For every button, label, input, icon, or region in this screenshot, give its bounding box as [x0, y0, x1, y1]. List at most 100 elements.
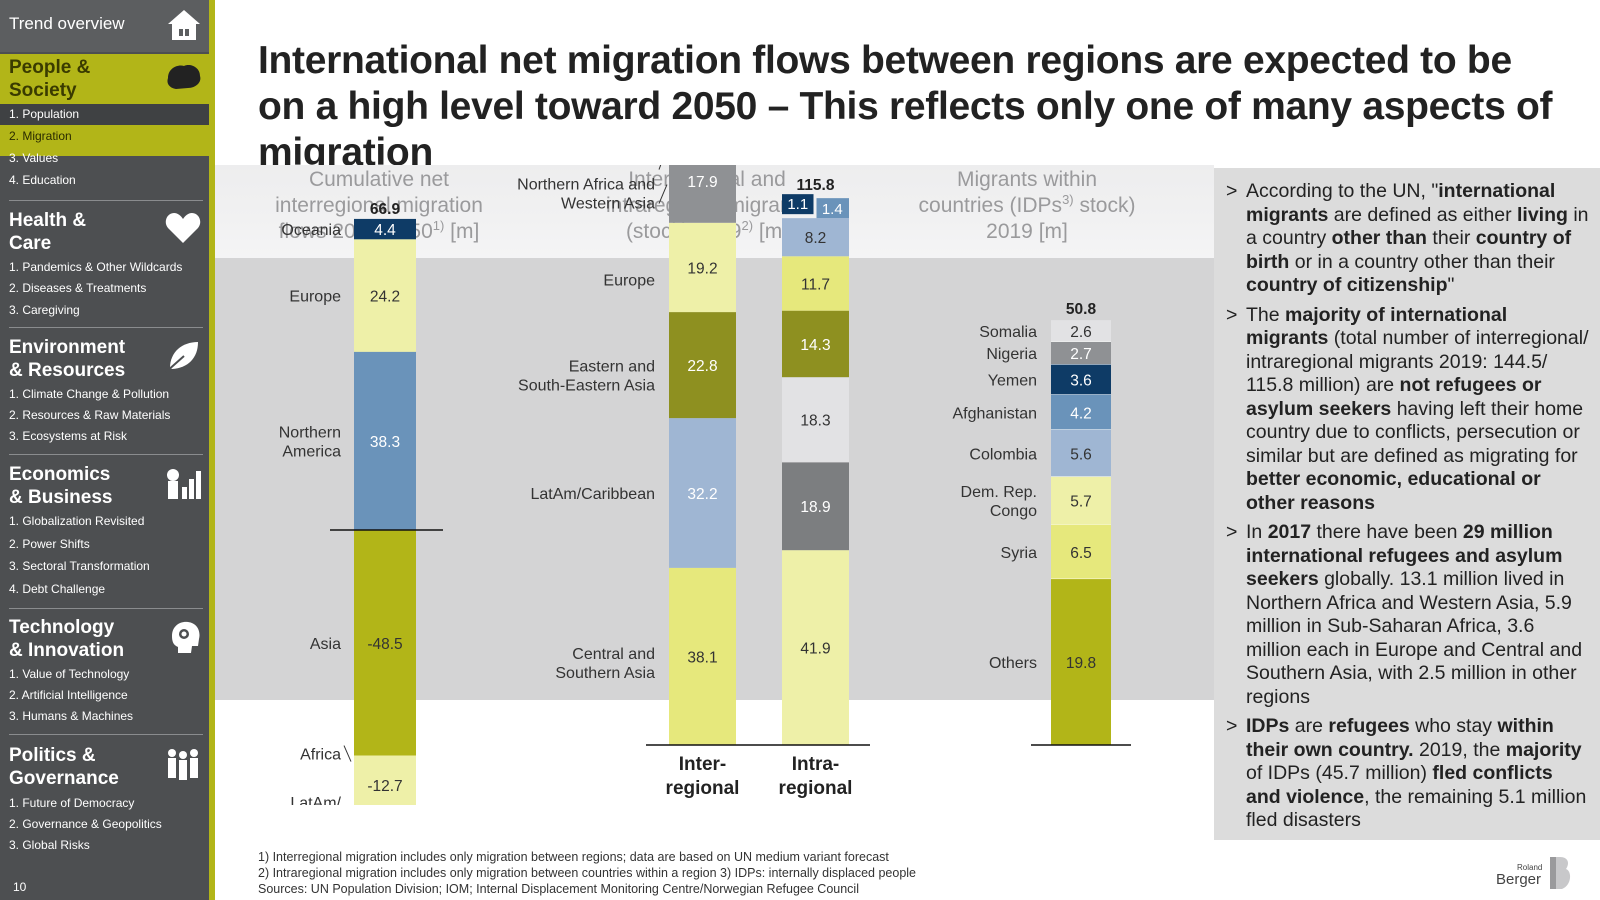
section-title: Environment & Resources [9, 337, 126, 381]
footnote-1: 1) Interregional migration includes only… [258, 850, 889, 864]
category-label: America [282, 443, 341, 460]
category-label: LatAm/ [290, 795, 341, 805]
bar-segment [782, 310, 849, 378]
sidebar-item-pandemics[interactable]: 1. Pandemics & Other Wildcards [9, 260, 183, 274]
sidebar-item-education[interactable]: 4. Education [9, 173, 76, 187]
data-label: 24.2 [370, 289, 400, 306]
data-label: 5.6 [1070, 446, 1092, 463]
bullet-arrow-icon: > [1226, 521, 1238, 543]
footnote-sources: Sources: UN Population Division; IOM; In… [258, 882, 859, 896]
total-label: 50.8 [1066, 301, 1097, 318]
sidebar-item-debt[interactable]: 4. Debt Challenge [9, 582, 106, 596]
bar-segment [1051, 579, 1111, 745]
sidebar-item-power-shifts[interactable]: 2. Power Shifts [9, 537, 90, 551]
category-label: Dem. Rep. [961, 484, 1037, 501]
data-label: 5.7 [1070, 494, 1092, 511]
sidebar-item-values[interactable]: 3. Values [9, 151, 59, 165]
bar-segment [354, 239, 416, 352]
sidebar-item-sectoral[interactable]: 3. Sectoral Transformation [9, 559, 150, 573]
chart-title-line: Cumulative net [309, 168, 449, 191]
data-label: 2.6 [1070, 324, 1092, 341]
bar-segment [782, 256, 849, 311]
sidebar-item-value-tech[interactable]: 1. Value of Technology [9, 667, 130, 681]
leader-line [658, 165, 662, 170]
data-label: 18.3 [800, 413, 830, 430]
sidebar-item-globalization[interactable]: 1. Globalization Revisited [9, 514, 145, 528]
info-bullet: > In 2017 there have been 29 million inte… [1226, 521, 1583, 708]
data-label: 18.9 [800, 499, 830, 516]
bar-segment [1051, 429, 1111, 477]
x-axis-label: regional [666, 778, 740, 799]
bar-segment [1051, 341, 1111, 365]
category-label: Syria [1001, 545, 1038, 562]
sidebar: Trend overview People & Society 1. Popula… [0, 0, 215, 900]
sidebar-item-resources[interactable]: 2. Resources & Raw Materials [9, 408, 171, 422]
category-label: Western Asia [561, 196, 655, 213]
leader-line [343, 745, 352, 762]
bar-segment [354, 351, 416, 530]
x-axis-label: Inter- [679, 754, 727, 775]
bar-segment [1051, 394, 1111, 430]
data-label: 6.5 [1070, 545, 1092, 562]
sidebar-item-geopolitics[interactable]: 2. Governance & Geopolitics [9, 817, 162, 831]
sidebar-item-migration[interactable]: 2. Migration [0, 126, 209, 147]
bar-segment [1051, 320, 1111, 342]
category-label: Afghanistan [952, 405, 1037, 422]
category-label: Northern Africa and [517, 177, 655, 194]
total-label: 115.8 [797, 177, 835, 194]
bar-segment [669, 418, 736, 568]
info-bullet: > According to the UN, "international mig… [1226, 180, 1589, 296]
section-title: Politics & Governance [9, 745, 119, 789]
data-label: 38.3 [370, 434, 400, 451]
data-label: 22.8 [687, 358, 717, 375]
leader-line [658, 184, 668, 204]
data-label: 1.4 [822, 201, 843, 218]
sidebar-item-global-risks[interactable]: 3. Global Risks [9, 838, 90, 852]
bar-segment [669, 165, 736, 223]
bar-segment [1051, 476, 1111, 525]
category-label: Northern [279, 424, 341, 441]
section-title: Technology & Innovation [9, 617, 125, 661]
sidebar-item-humans-machines[interactable]: 3. Humans & Machines [9, 709, 134, 723]
data-label: 3.6 [1070, 373, 1092, 390]
sidebar-item-diseases[interactable]: 2. Diseases & Treatments [9, 281, 147, 295]
category-label: Southern Asia [555, 665, 655, 682]
sidebar-item-population[interactable]: 1. Population [0, 104, 209, 125]
data-label: 41.9 [800, 641, 830, 658]
home-icon[interactable] [166, 8, 202, 42]
category-label: LatAm/Caribbean [530, 486, 655, 503]
category-label: Colombia [969, 446, 1037, 463]
bar-segment [354, 530, 416, 756]
bullet-arrow-icon: > [1226, 303, 1238, 326]
sidebar-item-democracy[interactable]: 1. Future of Democracy [9, 796, 135, 810]
bullet-arrow-icon: > [1226, 180, 1238, 202]
people-head-icon [167, 65, 201, 89]
sidebar-item-caregiving[interactable]: 3. Caregiving [9, 303, 80, 317]
data-label: 32.2 [687, 486, 717, 503]
sidebar-item-climate[interactable]: 1. Climate Change & Pollution [9, 387, 170, 401]
trend-overview-link[interactable]: Trend overview [0, 0, 209, 52]
chart-title-line: countries (IDPs3) stock) [919, 192, 1136, 217]
tech-head-icon [172, 621, 200, 653]
data-label: 11.7 [801, 276, 830, 293]
category-label: Europe [603, 272, 655, 289]
info-bullet: > IDPs are refugees who stay within their… [1226, 715, 1587, 831]
category-label: Eastern and [569, 359, 655, 376]
data-label: -12.7 [367, 778, 402, 795]
people-group-icon [168, 749, 198, 780]
section-title: Economics & Business [9, 464, 113, 508]
bar-segment [669, 567, 736, 745]
bar-segment [782, 550, 849, 745]
bullet-arrow-icon: > [1226, 715, 1238, 737]
data-label: 1.1 [787, 196, 808, 213]
category-label: Europe [289, 289, 341, 306]
bar-segment [1051, 364, 1111, 395]
sidebar-item-ecosystems[interactable]: 3. Ecosystems at Risk [9, 429, 128, 443]
data-label: 14.3 [800, 337, 830, 354]
data-label: -48.5 [367, 636, 402, 653]
info-box: > According to the UN, "international mig… [1214, 168, 1600, 840]
sidebar-item-ai[interactable]: 2. Artificial Intelligence [9, 688, 128, 702]
bar-segment [1051, 524, 1111, 580]
data-label: 38.1 [687, 649, 717, 666]
